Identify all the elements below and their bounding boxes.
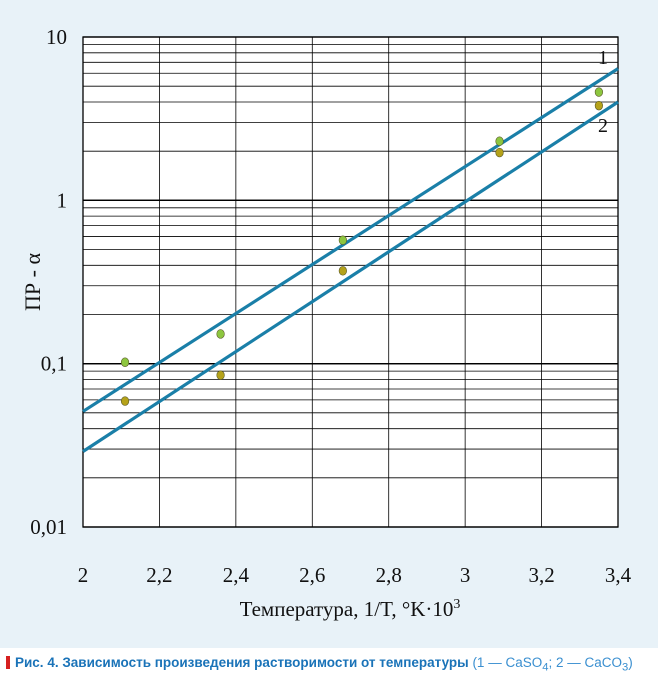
data-point-2: [120, 396, 130, 406]
data-point-1: [594, 87, 603, 97]
figure-caption: Рис. 4. Зависимость произведения раствор…: [6, 655, 656, 677]
x-tick-label: 2,2: [146, 563, 172, 587]
caption-note-sub-1: 4: [542, 661, 549, 674]
y-tick-label: 0,01: [30, 515, 67, 539]
x-tick-label: 3,4: [605, 563, 632, 587]
chart: 2 2,2 2,4 2,6 2,8 3 3,2 3,4 0,01 0,1 1 10 1 2 Темп…: [20, 25, 632, 621]
x-axis-label: Температура, 1/T, °K·103: [240, 597, 461, 621]
caption-note-part-3: ): [628, 655, 633, 670]
data-point-1: [216, 329, 225, 339]
grid: [82, 36, 619, 528]
data-point-1: [120, 357, 130, 367]
series-lines: [82, 67, 619, 453]
data-point-1: [338, 235, 347, 245]
y-tick-label: 1: [57, 188, 68, 212]
caption-note-sub-2: 3: [622, 661, 629, 674]
x-tick-labels: 2 2,2 2,4 2,6 2,8 3 3,2 3,4: [78, 563, 632, 587]
x-tick-label: 2,6: [299, 563, 325, 587]
series-points: [120, 87, 603, 406]
y-tick-label: 10: [46, 25, 67, 49]
data-point-2: [338, 266, 347, 276]
caption-marker: [6, 656, 10, 669]
x-tick-label: 2: [78, 563, 89, 587]
x-tick-label: 3,2: [528, 563, 554, 587]
series-line-2: [82, 100, 619, 453]
series-label-1: 1: [598, 47, 608, 69]
series-line-1: [82, 67, 619, 413]
figure-panel: 2 2,2 2,4 2,6 2,8 3 3,2 3,4 0,01 0,1 1 10 1 2 Темп…: [0, 0, 658, 648]
x-axis-label-sup: 3: [453, 597, 460, 612]
series-label-2: 2: [598, 115, 608, 137]
data-point-1: [495, 136, 504, 146]
data-point-2: [216, 370, 225, 380]
plot-area: [83, 37, 618, 527]
y-tick-labels: 0,01 0,1 1 10: [30, 25, 67, 539]
caption-note-part-1: (1 — CaSO: [468, 655, 543, 670]
caption-note: (1 — CaSO4; 2 — CaCO3): [468, 655, 633, 674]
x-tick-label: 2,4: [223, 563, 250, 587]
x-tick-label: 3: [460, 563, 471, 587]
plot-frame: [82, 36, 619, 528]
caption-lead: Рис. 4. Зависимость произведения раствор…: [15, 655, 469, 670]
data-point-2: [495, 147, 504, 158]
y-axis-label: ПР - α: [20, 253, 45, 311]
x-tick-label: 2,8: [376, 563, 402, 587]
data-point-2: [594, 100, 603, 111]
x-axis-label-main: Температура, 1/T, °K·10: [240, 597, 454, 621]
caption-note-part-2: ; 2 — CaCO: [548, 655, 623, 670]
y-tick-label: 0,1: [41, 352, 67, 376]
